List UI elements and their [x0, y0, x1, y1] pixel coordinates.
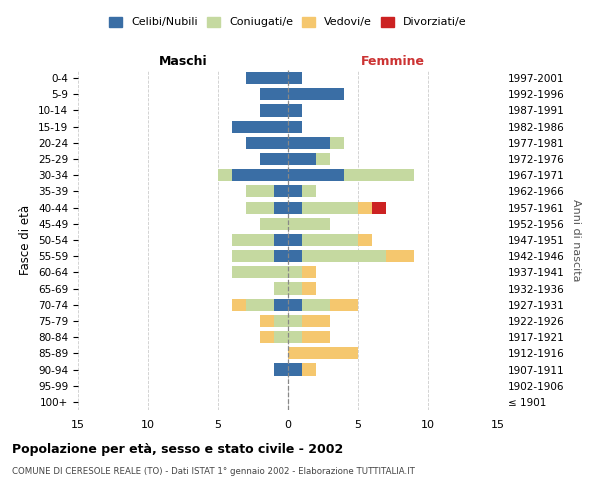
Bar — [386, 250, 414, 262]
Bar — [232, 298, 246, 311]
Bar — [246, 186, 274, 198]
Bar — [274, 186, 288, 198]
Bar — [302, 331, 330, 343]
Bar — [302, 298, 330, 311]
Y-axis label: Fasce di età: Fasce di età — [19, 205, 32, 275]
Bar — [260, 88, 288, 101]
Bar — [246, 137, 288, 149]
Bar — [330, 298, 358, 311]
Text: COMUNE DI CERESOLE REALE (TO) - Dati ISTAT 1° gennaio 2002 - Elaborazione TUTTIT: COMUNE DI CERESOLE REALE (TO) - Dati IST… — [12, 468, 415, 476]
Bar — [358, 202, 372, 213]
Bar — [246, 298, 274, 311]
Bar — [288, 348, 358, 360]
Bar — [260, 104, 288, 117]
Bar — [274, 298, 288, 311]
Bar — [288, 298, 302, 311]
Bar — [302, 266, 316, 278]
Bar — [218, 169, 232, 181]
Bar — [232, 120, 288, 132]
Bar — [232, 266, 288, 278]
Y-axis label: Anni di nascita: Anni di nascita — [571, 198, 581, 281]
Bar — [358, 234, 372, 246]
Bar — [302, 234, 358, 246]
Bar — [288, 153, 316, 165]
Bar — [288, 250, 302, 262]
Bar — [288, 120, 302, 132]
Bar — [288, 282, 302, 294]
Bar — [288, 234, 302, 246]
Bar — [302, 364, 316, 376]
Bar — [274, 234, 288, 246]
Text: Femmine: Femmine — [361, 54, 425, 68]
Bar — [288, 186, 302, 198]
Bar — [260, 315, 274, 327]
Bar — [302, 250, 386, 262]
Bar — [232, 169, 288, 181]
Bar — [288, 137, 330, 149]
Bar — [288, 315, 302, 327]
Bar — [288, 331, 302, 343]
Bar — [232, 250, 274, 262]
Bar — [260, 331, 274, 343]
Bar — [288, 88, 344, 101]
Bar — [288, 364, 302, 376]
Bar — [288, 218, 330, 230]
Bar — [330, 137, 344, 149]
Bar — [302, 202, 358, 213]
Bar — [344, 169, 414, 181]
Bar — [274, 331, 288, 343]
Bar — [274, 315, 288, 327]
Legend: Celibi/Nubili, Coniugati/e, Vedovi/e, Divorziati/e: Celibi/Nubili, Coniugati/e, Vedovi/e, Di… — [107, 14, 469, 30]
Bar — [274, 202, 288, 213]
Bar — [288, 72, 302, 84]
Text: Popolazione per età, sesso e stato civile - 2002: Popolazione per età, sesso e stato civil… — [12, 442, 343, 456]
Bar — [302, 282, 316, 294]
Bar — [316, 153, 330, 165]
Bar — [288, 266, 302, 278]
Bar — [246, 202, 274, 213]
Bar — [246, 72, 288, 84]
Text: Maschi: Maschi — [158, 54, 208, 68]
Bar — [232, 234, 274, 246]
Bar — [288, 202, 302, 213]
Bar — [372, 202, 386, 213]
Bar — [302, 315, 330, 327]
Bar — [274, 282, 288, 294]
Bar — [288, 169, 344, 181]
Bar — [260, 218, 288, 230]
Bar — [260, 153, 288, 165]
Bar — [274, 250, 288, 262]
Bar — [274, 364, 288, 376]
Bar — [302, 186, 316, 198]
Bar — [288, 104, 302, 117]
